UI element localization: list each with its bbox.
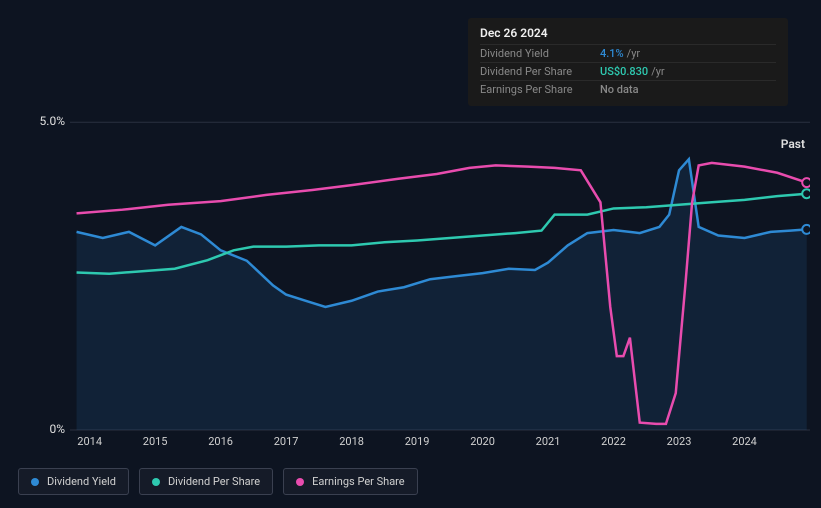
past-label: Past [781, 137, 805, 151]
y-tick-label: 5.0% [20, 114, 65, 128]
x-tick-label: 2024 [732, 435, 757, 448]
tooltip-row-label: Dividend Yield [480, 47, 600, 60]
x-tick-label: 2019 [405, 435, 430, 448]
tooltip-row-value: 4.1% [600, 47, 624, 60]
x-tick-label: 2016 [208, 435, 233, 448]
x-tick-label: 2015 [143, 435, 168, 448]
legend-dot [296, 478, 304, 486]
legend: Dividend Yield Dividend Per Share Earnings… [18, 468, 418, 495]
x-tick-label: 2023 [667, 435, 692, 448]
x-tick-label: 2021 [536, 435, 561, 448]
tooltip-row-label: Earnings Per Share [480, 83, 600, 96]
tooltip-row-value: US$0.830 [600, 65, 648, 78]
tooltip: Dec 26 2024 Dividend Yield4.1%/yrDividen… [468, 18, 788, 106]
y-tick-label: 0% [20, 422, 65, 436]
tooltip-row: Dividend Per ShareUS$0.830/yr [480, 62, 776, 80]
tooltip-row-unit: /yr [651, 65, 664, 78]
tooltip-row-value: No data [600, 83, 639, 96]
x-tick-label: 2020 [470, 435, 495, 448]
legend-dot [31, 478, 39, 486]
legend-label: Earnings Per Share [312, 475, 405, 488]
tooltip-row: Dividend Yield4.1%/yr [480, 44, 776, 62]
tooltip-date: Dec 26 2024 [480, 26, 776, 40]
tooltip-row-label: Dividend Per Share [480, 65, 600, 78]
tooltip-row-unit: /yr [627, 47, 640, 60]
legend-label: Dividend Per Share [168, 475, 260, 488]
x-tick-label: 2018 [339, 435, 364, 448]
legend-item-dividend-yield[interactable]: Dividend Yield [18, 468, 129, 495]
x-tick-label: 2022 [601, 435, 626, 448]
legend-item-earnings-per-share[interactable]: Earnings Per Share [283, 468, 418, 495]
x-tick-label: 2014 [77, 435, 102, 448]
legend-dot [152, 478, 160, 486]
legend-item-dividend-per-share[interactable]: Dividend Per Share [139, 468, 273, 495]
tooltip-row: Earnings Per ShareNo data [480, 80, 776, 98]
x-tick-label: 2017 [274, 435, 299, 448]
legend-label: Dividend Yield [47, 475, 116, 488]
